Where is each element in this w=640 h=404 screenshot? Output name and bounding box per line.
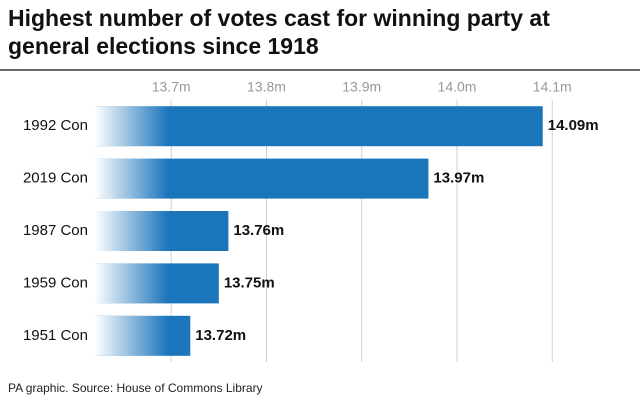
value-label: 13.72m <box>195 327 246 344</box>
bar-fade <box>95 211 168 251</box>
source: PA graphic. Source: House of Commons Lib… <box>8 381 263 395</box>
y-tick-label: 1951 Con <box>23 327 88 344</box>
bar <box>95 106 543 147</box>
bar-fade <box>95 106 168 147</box>
bar-fade <box>95 315 168 356</box>
value-label: 13.97m <box>433 170 484 187</box>
value-label: 14.09m <box>548 117 599 134</box>
x-tick-label: 13.9m <box>342 79 381 95</box>
bar-fade <box>95 158 168 199</box>
y-tick-label: 1992 Con <box>23 117 88 134</box>
y-tick-label: 1959 Con <box>23 274 88 291</box>
chart-title: Highest number of votes cast for winning… <box>8 5 550 59</box>
x-tick-label: 13.7m <box>152 79 191 95</box>
value-label: 13.76m <box>233 222 284 239</box>
y-tick-label: 1987 Con <box>23 222 88 239</box>
value-label: 13.75m <box>224 274 275 291</box>
x-tick-label: 13.8m <box>247 79 286 95</box>
x-tick-label: 14.0m <box>438 79 477 95</box>
y-tick-label: 2019 Con <box>23 170 88 187</box>
bar-fade <box>95 263 168 304</box>
x-tick-label: 14.1m <box>533 79 572 95</box>
